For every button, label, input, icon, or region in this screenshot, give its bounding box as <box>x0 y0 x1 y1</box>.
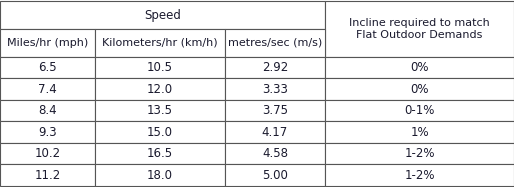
Bar <box>0 143 95 165</box>
Text: 5.00: 5.00 <box>262 169 288 182</box>
Bar <box>95 165 225 186</box>
Text: 11.2: 11.2 <box>34 169 61 182</box>
Text: 1-2%: 1-2% <box>404 147 435 160</box>
Text: 3.33: 3.33 <box>262 83 288 96</box>
Bar <box>225 79 325 100</box>
Bar <box>0 100 95 122</box>
Bar <box>95 100 225 122</box>
Text: 13.5: 13.5 <box>147 104 173 117</box>
Text: 10.5: 10.5 <box>147 61 173 74</box>
Bar <box>325 100 514 122</box>
Bar <box>95 79 225 100</box>
Text: 0-1%: 0-1% <box>405 104 435 117</box>
Bar <box>0 1 325 29</box>
Bar <box>325 57 514 79</box>
Text: Incline required to match
Flat Outdoor Demands: Incline required to match Flat Outdoor D… <box>349 18 490 40</box>
Text: 1%: 1% <box>410 126 429 139</box>
Bar <box>95 57 225 79</box>
Bar <box>325 143 514 165</box>
Text: 8.4: 8.4 <box>38 104 57 117</box>
Bar <box>0 29 95 57</box>
Text: 12.0: 12.0 <box>147 83 173 96</box>
Bar <box>0 57 95 79</box>
Text: 1-2%: 1-2% <box>404 169 435 182</box>
Text: 4.58: 4.58 <box>262 147 288 160</box>
Text: Kilometers/hr (km/h): Kilometers/hr (km/h) <box>102 38 218 48</box>
Bar <box>95 143 225 165</box>
Text: 9.3: 9.3 <box>38 126 57 139</box>
Bar <box>225 29 325 57</box>
Text: Speed: Speed <box>144 8 181 22</box>
Bar <box>0 122 95 143</box>
Bar <box>325 165 514 186</box>
Text: 16.5: 16.5 <box>147 147 173 160</box>
Text: 4.17: 4.17 <box>262 126 288 139</box>
Text: 0%: 0% <box>410 61 429 74</box>
Text: 0%: 0% <box>410 83 429 96</box>
Bar <box>225 143 325 165</box>
Text: metres/sec (m/s): metres/sec (m/s) <box>228 38 322 48</box>
Bar <box>225 165 325 186</box>
Bar <box>325 79 514 100</box>
Bar <box>225 100 325 122</box>
Bar <box>0 79 95 100</box>
Bar <box>225 57 325 79</box>
Text: 2.92: 2.92 <box>262 61 288 74</box>
Text: 7.4: 7.4 <box>38 83 57 96</box>
Bar <box>0 165 95 186</box>
Text: 18.0: 18.0 <box>147 169 173 182</box>
Bar <box>95 29 225 57</box>
Text: 10.2: 10.2 <box>34 147 61 160</box>
Bar <box>325 1 514 57</box>
Bar <box>225 122 325 143</box>
Text: 3.75: 3.75 <box>262 104 288 117</box>
Text: 15.0: 15.0 <box>147 126 173 139</box>
Text: Miles/hr (mph): Miles/hr (mph) <box>7 38 88 48</box>
Text: 6.5: 6.5 <box>38 61 57 74</box>
Bar <box>95 122 225 143</box>
Bar <box>325 122 514 143</box>
